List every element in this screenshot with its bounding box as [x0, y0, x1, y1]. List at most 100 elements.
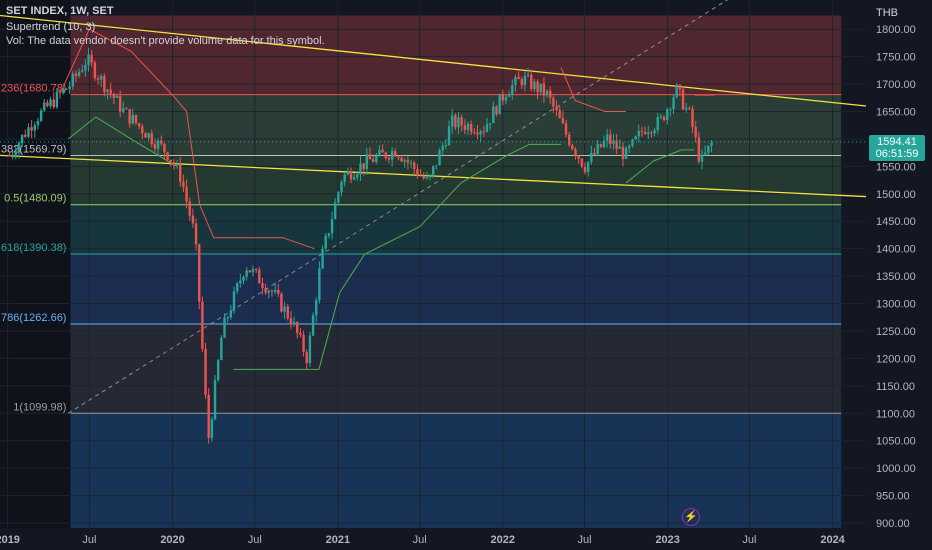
trendline-upper[interactable]: [0, 14, 867, 107]
candle-body: [286, 306, 289, 319]
candle-body: [337, 192, 340, 203]
candle-body: [277, 289, 280, 294]
candle-body: [49, 99, 52, 107]
y-tick-label: 950.00: [876, 491, 910, 503]
candle-body: [96, 78, 100, 80]
candle-body: [691, 108, 694, 127]
candle-body: [539, 83, 542, 93]
candle-body: [330, 219, 334, 234]
candle-body: [536, 81, 539, 93]
candle-body: [315, 300, 318, 316]
candle-body: [403, 160, 406, 162]
candle-body: [583, 166, 587, 173]
fib-zone-4: [70, 253, 842, 325]
candle-body: [258, 269, 261, 284]
candle-body: [571, 145, 574, 150]
x-tick-label: 2019: [0, 534, 20, 546]
candle-body: [615, 140, 618, 149]
time-axis-bg: [0, 528, 932, 550]
candle-body: [599, 144, 603, 147]
y-tick-label: 1000.00: [876, 463, 916, 475]
candle-body: [368, 154, 372, 160]
candle-body: [596, 144, 599, 155]
x-tick-label: Jul: [578, 534, 592, 546]
y-tick-label: 1200.00: [876, 353, 916, 365]
candle-body: [371, 159, 375, 163]
candle-body: [580, 158, 584, 167]
trendline-diagonal[interactable]: [67, 0, 825, 414]
candle-body: [710, 142, 713, 146]
candle-body: [20, 134, 24, 144]
last-price-tag: 1594.41 06:51:59: [869, 135, 925, 161]
candle-body: [555, 106, 558, 111]
candle-body: [242, 276, 245, 281]
candle-body: [55, 91, 59, 108]
candle-body: [517, 76, 520, 80]
y-tick-label: 1550.00: [876, 161, 916, 173]
candle-body: [14, 152, 18, 155]
candle-body: [501, 93, 504, 101]
supertrend-up: [625, 149, 695, 184]
candle-body: [409, 162, 413, 164]
candle-body: [362, 163, 365, 170]
candle-body: [694, 126, 697, 138]
candle-body: [245, 270, 248, 277]
candle-body: [191, 215, 195, 224]
candle-body: [561, 118, 565, 124]
candle-body: [549, 90, 552, 98]
candle-body: [8, 155, 11, 157]
price-axis[interactable]: THB1800.001750.001700.001650.001600.0015…: [866, 0, 932, 550]
candle-body: [492, 106, 495, 124]
candle-body: [441, 145, 444, 151]
candle-body: [156, 140, 160, 149]
candle-body: [463, 125, 467, 130]
indicator-label[interactable]: Supertrend (10, 3): [6, 21, 96, 33]
time-axis[interactable]: 2019 Jul 2020 Jul 2021 Jul 2022 Jul 2023 Jul 2024: [0, 528, 932, 550]
candle-body: [134, 115, 138, 124]
candle-body: [672, 97, 675, 110]
candle-body: [169, 159, 172, 163]
lightning-icon[interactable]: ⚡: [682, 508, 700, 526]
candle-body: [194, 223, 198, 245]
candle-body: [144, 133, 147, 138]
candle-body: [647, 132, 650, 134]
candle-body: [526, 74, 530, 76]
candle-body: [24, 134, 27, 137]
candle-body: [498, 93, 501, 115]
candle-body: [201, 301, 204, 349]
candle-body: [533, 81, 536, 90]
candle-body: [419, 175, 422, 177]
y-tick-label: 1400.00: [876, 244, 916, 256]
candle-body: [669, 109, 672, 111]
price-axis-bg: [866, 0, 932, 550]
candle-body: [292, 322, 296, 325]
candle-body: [153, 144, 157, 149]
last-price-value: 1594.41: [877, 136, 917, 148]
candle-body: [166, 152, 169, 160]
candle-body: [71, 73, 74, 87]
fib-zone-0: [70, 15, 842, 95]
candle-body: [631, 139, 634, 147]
candle-body: [229, 310, 233, 318]
candle-body: [643, 131, 647, 134]
candle-body: [406, 160, 410, 163]
supertrend-up: [67, 116, 177, 167]
y-tick-label: 1350.00: [876, 271, 916, 283]
candle-body: [457, 117, 460, 128]
candle-body: [707, 145, 710, 153]
candle-body: [213, 380, 217, 420]
candle-body: [248, 270, 252, 273]
candle-body: [466, 123, 470, 130]
candle-body: [688, 107, 691, 109]
supertrend-lines: [61, 28, 715, 370]
x-tick-label: 2022: [491, 534, 515, 546]
candle-body: [662, 116, 666, 121]
candle-body: [384, 152, 387, 158]
candle-body: [17, 143, 21, 153]
candle-body: [128, 109, 131, 124]
x-tick-label: 2021: [326, 534, 350, 546]
candle-body: [321, 248, 324, 269]
candle-body: [81, 70, 84, 72]
candle-body: [495, 106, 498, 115]
